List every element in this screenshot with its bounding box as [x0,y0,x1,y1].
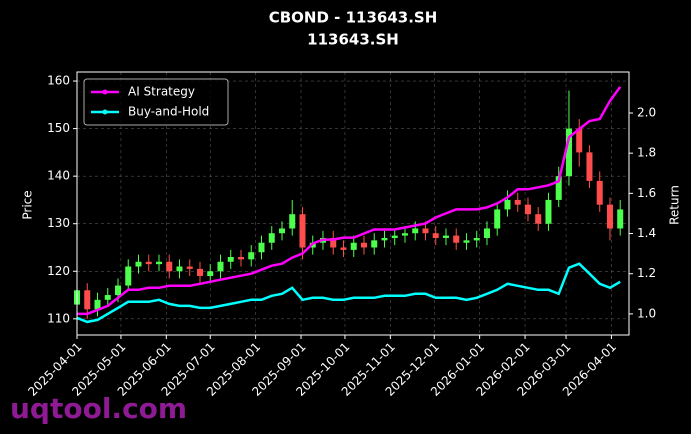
candle-body [248,252,255,260]
candle-body [166,261,173,272]
candle-body [350,242,357,250]
candle-body [442,235,449,238]
candle-body [422,228,429,234]
candle-body [340,247,347,250]
candle-body [453,235,460,243]
y-tick-label: 140 [47,169,70,183]
candle-body [207,271,214,277]
candle-body [606,204,613,229]
candle-body [463,240,470,243]
plot-frame [76,71,630,336]
candle-body [176,266,183,272]
candle-body [535,214,542,224]
y2-tick-label: 1.2 [637,266,656,280]
candle-body [289,214,296,229]
candle-body [381,237,388,241]
y-tick-label: 110 [47,311,70,325]
legend-label: AI Strategy [128,85,195,99]
candle-body [135,261,142,267]
y2-tick-label: 1.4 [637,226,656,240]
series-line [76,262,621,324]
candle-body [155,261,162,265]
y2-axis-label: Return [668,185,682,225]
candle-body [145,261,152,265]
candle-body [237,257,244,260]
series-line [77,86,622,316]
candle-body [278,228,285,234]
watermark: uqtool.com [10,392,187,425]
y-axis-label: Price [21,190,35,219]
candle-body [299,214,306,248]
candle-body [494,209,501,229]
candle-body [114,285,121,296]
candle-body [412,228,419,234]
candle-body [504,199,511,210]
y2-tick-label: 2.0 [637,105,656,119]
legend-label: Buy-and-Hold [128,105,209,119]
y-tick-label: 130 [47,216,70,230]
candle-body [371,240,378,248]
candle-body [576,128,583,153]
y2-tick-label: 1.8 [637,146,656,160]
candle-body [258,242,265,253]
y-tick-label: 120 [47,264,70,278]
candle-body [401,233,408,236]
candle-body [586,152,593,181]
candle-body [617,209,624,229]
candle-body [514,199,521,205]
legend-marker [102,89,108,95]
candle-body [227,257,234,262]
candle-body [473,237,480,241]
legend-box [83,78,229,126]
candle-body [104,295,111,300]
chart-subtitle: 113643.SH [307,31,399,49]
candle-body [84,290,91,310]
candle-body [186,266,193,269]
candle-body [545,199,552,224]
candle-body [565,128,572,177]
candle-body [596,180,603,205]
y2-tick-label: 1.6 [637,186,656,200]
candle-body [217,261,224,272]
candle-body [196,268,203,277]
candle-body [125,266,132,286]
chart-title: CBOND - 113643.SH [269,9,438,27]
candle-body [483,228,490,238]
candle-body [555,176,562,200]
y-tick-label: 160 [47,74,70,88]
legend-marker [102,109,108,115]
candle-body [360,242,367,248]
y-tick-label: 150 [47,121,70,135]
candle-body [524,204,531,215]
candle-body [432,233,439,238]
candle-body [391,235,398,238]
y2-tick-label: 1.0 [637,306,656,320]
candle-body [268,233,275,243]
candle-body [94,299,101,310]
candle-body [330,237,337,248]
